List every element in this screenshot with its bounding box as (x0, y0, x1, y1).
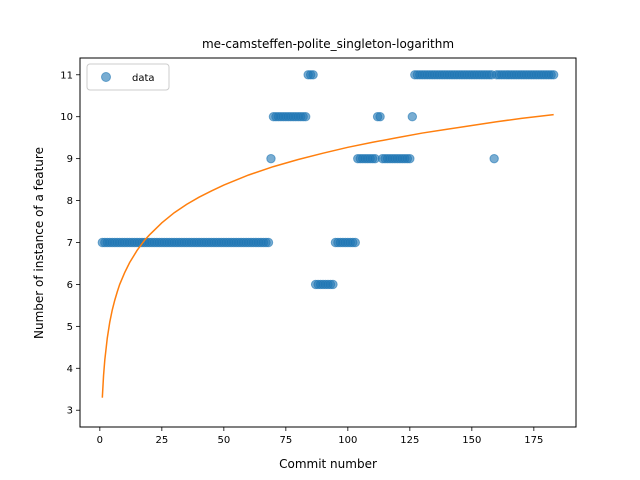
x-tick-label: 25 (155, 435, 168, 446)
y-tick-label: 5 (67, 322, 73, 333)
legend-box (86, 63, 170, 91)
x-tick-label: 50 (217, 435, 230, 446)
data-point (548, 70, 559, 80)
data-point (328, 279, 338, 290)
y-tick-label: 9 (67, 154, 73, 165)
data-point (266, 153, 276, 164)
axes: 0 25 50 75 100 125 150 175 3 4 5 6 7 8 9 10 11 (60, 57, 577, 446)
data-point (308, 70, 318, 80)
y-tick-label: 6 (67, 280, 73, 291)
x-tick-label: 125 (400, 435, 419, 446)
legend: data (86, 63, 170, 91)
y-tick-label: 4 (67, 364, 73, 375)
legend-marker-data (101, 72, 111, 82)
y-tick-label: 8 (67, 196, 73, 207)
data-point (263, 237, 274, 248)
x-tick-label: 150 (462, 435, 481, 446)
data-point (350, 237, 360, 248)
x-axis-label: Commit number (279, 457, 377, 471)
y-tick-label: 10 (60, 112, 73, 123)
legend-label-data: data (132, 73, 155, 84)
fit-line (101, 113, 554, 398)
plot-area (97, 70, 559, 398)
data-point (405, 153, 415, 164)
y-axis-label: Number of instance of a feature (32, 147, 46, 339)
y-tick-label: 11 (60, 70, 73, 81)
y-tick-label: 3 (67, 406, 73, 417)
y-tick-label: 7 (67, 238, 73, 249)
x-tick-label: 0 (97, 435, 103, 446)
data-point (489, 153, 499, 164)
data-point (375, 112, 385, 122)
x-tick-label: 100 (338, 435, 357, 446)
x-tick-label: 75 (279, 435, 292, 446)
x-tick-label: 175 (524, 435, 543, 446)
data-point (300, 112, 311, 122)
chart-title: me-camsteffen-polite_singleton-logarithm (202, 37, 454, 51)
data-point (407, 112, 418, 122)
